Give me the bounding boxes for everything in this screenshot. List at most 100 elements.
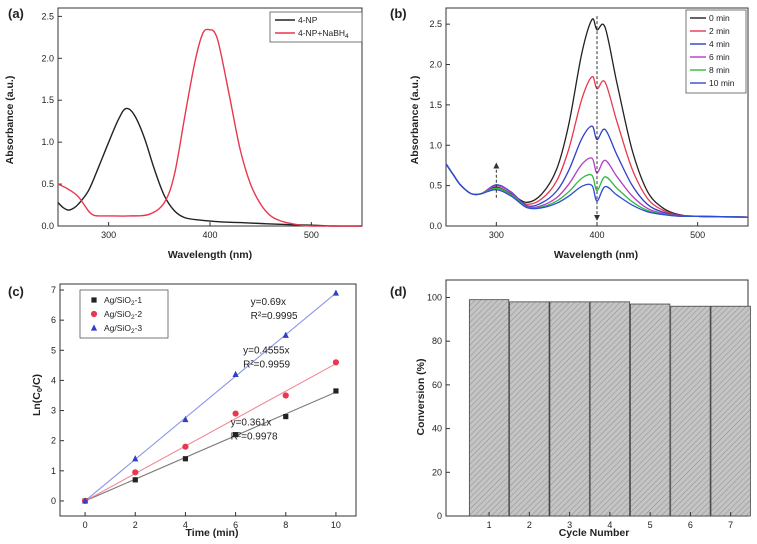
legend-subscript: 2 — [131, 328, 135, 335]
y-tick-label: 1.0 — [41, 137, 54, 147]
data-point — [282, 331, 289, 338]
bar — [710, 305, 751, 517]
bar — [630, 303, 671, 517]
y-tick-label: 2.0 — [429, 60, 442, 70]
x-tick-label: 3 — [567, 520, 572, 530]
plot-area: 300 400 500 0.0 0.5 1.0 1.5 2.0 2.5 — [41, 7, 363, 240]
fit-line — [84, 363, 337, 502]
y-axis-label: Conversion (%) — [415, 358, 427, 435]
legend-entry: 10 min — [709, 78, 735, 88]
legend-marker — [90, 324, 98, 331]
x-axis-label: Cycle Number — [559, 527, 630, 539]
y-tick-label: 2 — [51, 436, 56, 446]
legend-entry: 8 min — [709, 65, 730, 75]
x-axis-label: Time (min) — [186, 527, 239, 539]
data-point — [232, 432, 239, 438]
y-tick-label: 7 — [51, 285, 56, 295]
x-tick-label: 5 — [648, 520, 653, 530]
y-tick-label: 60 — [432, 380, 442, 390]
chart-panel-d: (d) 0 20 40 60 80 100 1 2 3 4 5 6 7 Cycle Number Con… — [390, 279, 751, 539]
legend-entry: 0 min — [709, 13, 730, 23]
x-tick-label: 2 — [527, 520, 532, 530]
x-axis-label: Wavelength (nm) — [554, 249, 638, 261]
data-point — [132, 469, 139, 476]
legend-entry: Ag/SiO2-3 — [104, 323, 142, 335]
x-tick-label: 1 — [487, 520, 492, 530]
x-tick-label: 4 — [607, 520, 612, 530]
legend-box — [685, 9, 747, 94]
x-tick-label: 4 — [183, 520, 188, 530]
data-point — [282, 392, 289, 399]
y-axis-label-suffix: /C) — [31, 374, 43, 388]
data-point — [182, 456, 189, 462]
y-tick-label: 4 — [51, 375, 56, 385]
y-tick-label: 40 — [432, 424, 442, 434]
fit-line — [84, 391, 337, 502]
y-tick-label: 0.0 — [429, 221, 442, 231]
legend-prefix: Ag/SiO — [104, 295, 131, 305]
y-axis-label: Absorbance (a.u.) — [409, 76, 421, 165]
data-point — [232, 410, 239, 417]
y-tick-label: 2.5 — [41, 11, 54, 21]
legend: Ag/SiO2-1Ag/SiO2-2Ag/SiO2-3 — [79, 289, 169, 339]
chart-panel-a: (a) 300 400 500 0.0 0.5 1.0 1.5 2.0 2.5 Waveleng… — [4, 6, 363, 261]
data-point — [333, 388, 339, 394]
y-axis-label-subscript: 0 — [35, 388, 44, 392]
y-tick-label: 2.0 — [41, 53, 54, 63]
data-point — [332, 289, 340, 296]
legend-entry: Ag/SiO2-2 — [104, 309, 142, 321]
x-tick-label: 300 — [489, 230, 504, 240]
series-line — [57, 28, 362, 227]
y-tick-label: 0 — [437, 511, 442, 521]
legend-subscript: 4 — [345, 33, 349, 40]
y-tick-label: 0 — [51, 496, 56, 506]
bar — [670, 305, 711, 517]
y-tick-label: 2.5 — [429, 19, 442, 29]
data-point — [132, 455, 139, 462]
data-point — [283, 413, 289, 420]
x-tick-label: 2 — [133, 520, 138, 530]
y-tick-label: 1 — [51, 466, 56, 476]
data-point — [332, 359, 340, 366]
panel-label: (b) — [390, 6, 407, 21]
fit-r-squared: R²=0.9959 — [243, 359, 290, 370]
fit-r-squared: R²=0.9978 — [231, 432, 278, 443]
legend-entry: 4-NP — [298, 15, 318, 25]
panel-label: (c) — [8, 284, 24, 299]
x-tick-label: 8 — [283, 520, 288, 530]
x-tick-label: 0 — [83, 520, 88, 530]
panel-label: (d) — [390, 284, 407, 299]
bar — [549, 301, 590, 517]
legend-prefix: 4-NP+NaBH — [298, 28, 345, 38]
data-point — [132, 477, 138, 483]
legend-suffix: -2 — [135, 309, 143, 319]
y-axis-label: Absorbance (a.u.) — [4, 76, 16, 165]
legend-suffix: -1 — [135, 295, 143, 305]
legend-subscript: 2 — [131, 300, 135, 307]
y-tick-label: 1.5 — [429, 100, 442, 110]
legend: 4-NP 4-NP+NaBH4 — [269, 11, 363, 43]
bar — [589, 301, 631, 517]
legend-entry: Ag/SiO2-1 — [104, 295, 142, 307]
chart-panel-c: (c) 0 2 4 6 8 10 0 1 2 3 4 5 6 7 y=0.69x R²=0.9995 y=0.4… — [8, 283, 357, 539]
legend-entry: 2 min — [709, 26, 730, 36]
bar — [509, 301, 550, 517]
x-tick-label: 300 — [101, 230, 116, 240]
y-tick-label: 20 — [432, 467, 442, 477]
y-tick-label: 0.5 — [41, 179, 54, 189]
y-tick-label: 3 — [51, 406, 56, 416]
fit-equation: y=0.69x — [251, 297, 286, 308]
y-tick-label: 100 — [427, 292, 442, 302]
y-tick-label: 0.0 — [41, 221, 54, 231]
legend-entry: 6 min — [709, 52, 730, 62]
y-tick-label: 6 — [51, 315, 56, 325]
legend-entry: 4 min — [709, 39, 730, 49]
legend-prefix: Ag/SiO — [104, 309, 131, 319]
plot-area: 300 400 500 0.0 0.5 1.0 1.5 2.0 2.5 — [429, 7, 749, 240]
chart-panel-b: (b) 300 400 500 0.0 0.5 1.0 1.5 2.0 2.5 Waveleng… — [390, 6, 749, 261]
legend-prefix: Ag/SiO — [104, 323, 131, 333]
y-axis-label-prefix: Ln(C — [31, 392, 43, 416]
legend-marker — [90, 310, 98, 318]
x-tick-label: 500 — [690, 230, 705, 240]
